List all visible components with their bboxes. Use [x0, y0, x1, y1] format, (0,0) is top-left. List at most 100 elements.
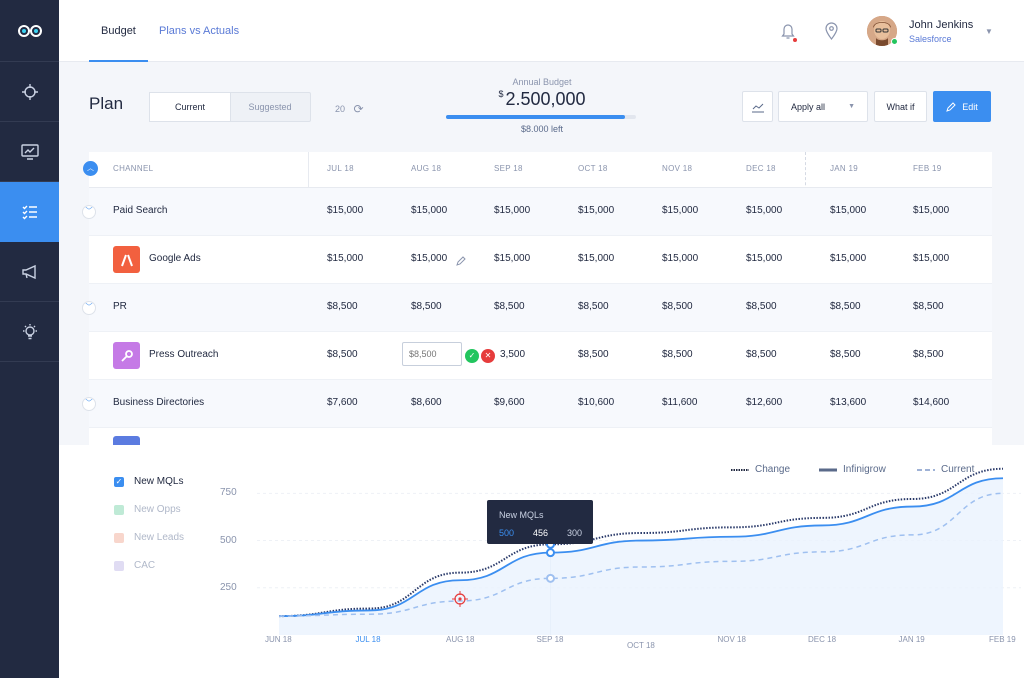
line-chart[interactable] — [59, 445, 1024, 678]
budget-cell[interactable]: $8,600 — [411, 397, 442, 408]
data-point[interactable] — [546, 573, 555, 583]
budget-cell[interactable]: $15,000 — [327, 205, 364, 216]
budget-edit-input[interactable] — [402, 342, 462, 366]
budget-cell[interactable]: $15,000 — [578, 205, 615, 216]
bell-icon[interactable] — [781, 22, 797, 45]
budget-cell[interactable]: $15,000 — [327, 253, 364, 264]
checkbox-icon[interactable] — [114, 560, 124, 571]
budget-cell[interactable]: $15,000 — [494, 253, 531, 264]
legend-new-mqls[interactable]: ✓ New MQLs — [114, 476, 183, 487]
budget-cell[interactable]: $9,600 — [494, 397, 525, 408]
chevron-down-icon[interactable]: ▼ — [985, 27, 993, 36]
expand-toggle-icon[interactable]: ﹀ — [82, 205, 96, 219]
budget-cell[interactable]: $15,000 — [913, 205, 950, 216]
legend-new-leads[interactable]: New Leads — [114, 532, 184, 543]
tab-budget[interactable]: Budget — [89, 0, 148, 62]
refresh-icon[interactable]: ⟳ — [353, 102, 364, 116]
budget-cell[interactable]: $8,500 — [662, 301, 693, 312]
budget-cell[interactable]: $10,600 — [578, 397, 615, 408]
budget-cell[interactable]: $8,500 — [578, 349, 609, 360]
tooltip-value: 456 — [533, 528, 549, 538]
x-tick-label: JUN 18 — [265, 635, 292, 644]
month-header: DEC 18 — [746, 164, 776, 173]
month-header: OCT 18 — [578, 164, 608, 173]
budget-cell[interactable]: $15,000 — [662, 253, 699, 264]
budget-cell[interactable]: $8,500 — [746, 349, 777, 360]
key-current: Current — [917, 464, 974, 475]
budget-cell[interactable]: $15,000 — [830, 205, 867, 216]
table-header: ︿ CHANNEL JUL 18 AUG 18 SEP 18 OCT 18 NO… — [83, 152, 992, 188]
channel-name: Press Outreach — [149, 349, 219, 360]
budget-left: $8.000 left — [520, 124, 564, 134]
location-pin-icon[interactable] — [825, 22, 838, 45]
collapse-all-icon[interactable]: ︿ — [83, 161, 98, 176]
budget-cell[interactable]: $8,500 — [494, 301, 525, 312]
user-name[interactable]: John Jenkins — [909, 19, 974, 31]
budget-cell[interactable]: $15,000 — [746, 253, 783, 264]
x-tick-label: OCT 18 — [627, 641, 655, 650]
legend-label: CAC — [134, 560, 156, 571]
budget-cell[interactable]: $15,000 — [578, 253, 615, 264]
chart-toggle-button[interactable] — [742, 91, 773, 122]
checkbox-checked-icon[interactable]: ✓ — [114, 476, 124, 487]
budget-cell[interactable]: 3,500 — [500, 349, 526, 360]
apply-all-dropdown[interactable]: Apply all ▼ — [778, 91, 868, 122]
pencil-icon[interactable] — [456, 253, 466, 271]
count-value: 20 — [335, 104, 346, 114]
budget-cell[interactable]: $15,000 — [913, 253, 950, 264]
channel-header: CHANNEL — [113, 164, 154, 173]
nav-lightbulb-icon[interactable] — [0, 302, 59, 362]
confirm-check-icon[interactable]: ✓ — [465, 349, 479, 363]
what-if-button[interactable]: What if — [874, 91, 927, 122]
nav-megaphone-icon[interactable] — [0, 242, 59, 302]
budget-cell[interactable]: $8,500 — [830, 301, 861, 312]
budget-cell[interactable]: $11,600 — [662, 397, 698, 408]
budget-cell[interactable]: $8,500 — [411, 301, 442, 312]
target-marker-icon[interactable] — [452, 591, 468, 607]
segment-current[interactable]: Current — [150, 93, 230, 121]
legend-cac[interactable]: CAC — [114, 560, 155, 571]
budget-amount: 2.500,000 — [505, 89, 586, 109]
budget-cell[interactable]: $8,500 — [830, 349, 861, 360]
budget-cell[interactable]: $8,500 — [578, 301, 609, 312]
tab-plans-vs-actuals[interactable]: Plans vs Actuals — [159, 25, 240, 37]
chevron-down-icon: ▼ — [848, 103, 855, 110]
nav-plan-icon[interactable] — [0, 182, 59, 242]
budget-cell[interactable]: $8,500 — [662, 349, 693, 360]
expand-toggle-icon[interactable]: ﹀ — [82, 397, 96, 411]
series-change-line — [278, 467, 1004, 618]
app-logo[interactable] — [0, 0, 59, 62]
nav-target-icon[interactable] — [0, 62, 59, 122]
budget-cell[interactable]: $8,500 — [327, 301, 358, 312]
expand-toggle-icon[interactable]: ﹀ — [82, 301, 96, 315]
x-tick-label: SEP 18 — [536, 635, 564, 644]
checkbox-icon[interactable] — [114, 504, 124, 515]
table-row: ﹀ PR $8,500 $8,500 $8,500 $8,500 $8,500 … — [82, 284, 992, 332]
budget-cell[interactable]: $15,000 — [830, 253, 867, 264]
checkbox-icon[interactable] — [114, 532, 124, 543]
budget-cell[interactable]: $15,000 — [494, 205, 531, 216]
budget-cell[interactable]: $13,600 — [830, 397, 867, 408]
budget-cell[interactable]: $7,600 — [327, 397, 358, 408]
budget-cell[interactable]: $15,000 — [662, 205, 699, 216]
nav-monitor-icon[interactable] — [0, 122, 59, 182]
segment-suggested[interactable]: Suggested — [248, 102, 292, 112]
budget-cell[interactable]: $8,500 — [327, 349, 358, 360]
budget-progress-fill — [446, 115, 625, 119]
cancel-x-icon[interactable]: ✕ — [481, 349, 495, 363]
budget-cell[interactable]: $15,000 — [746, 205, 783, 216]
edit-button[interactable]: Edit — [933, 91, 991, 122]
dashed-line-icon — [917, 468, 935, 471]
data-point[interactable] — [546, 548, 555, 558]
budget-cell[interactable]: $14,600 — [913, 397, 950, 408]
budget-cell[interactable]: $15,000 — [411, 253, 448, 264]
budget-cell[interactable]: $8,500 — [746, 301, 777, 312]
annual-budget-value: $2.500,000 — [447, 89, 637, 110]
budget-cell[interactable]: $12,600 — [746, 397, 783, 408]
channel-name: Google Ads — [149, 253, 201, 264]
budget-cell[interactable]: $15,000 — [411, 205, 448, 216]
legend-new-opps[interactable]: New Opps — [114, 504, 181, 515]
panel-handle[interactable] — [474, 428, 544, 448]
budget-cell[interactable]: $8,500 — [913, 301, 944, 312]
budget-cell[interactable]: $8,500 — [913, 349, 944, 360]
